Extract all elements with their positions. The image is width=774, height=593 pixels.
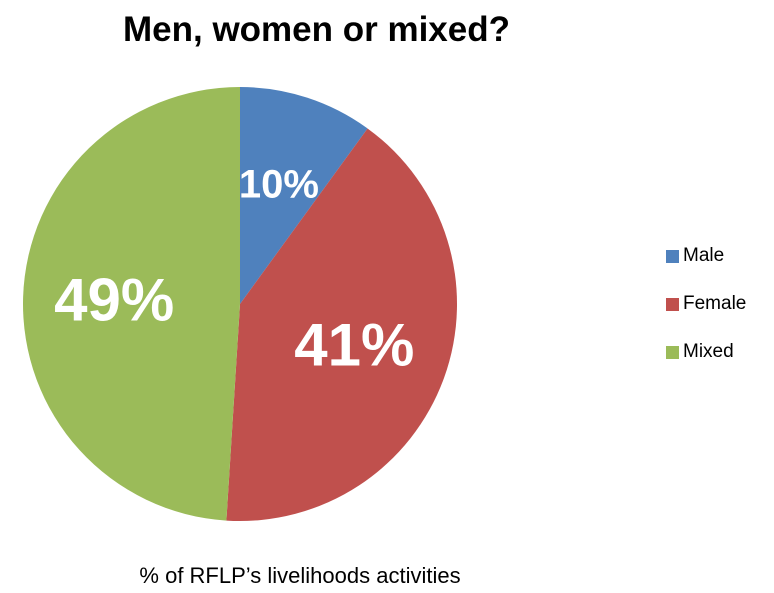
data-label-male: 10% [239,162,319,206]
legend-item-mixed: Mixed [666,340,746,364]
legend-swatch [666,346,679,359]
legend: Male Female Mixed [666,244,746,388]
data-label-female: 41% [294,312,414,379]
legend-item-male: Male [666,244,746,268]
legend-label: Mixed [683,341,734,363]
data-label-mixed: 49% [54,267,174,334]
legend-label: Male [683,245,724,267]
chart-subtitle: % of RFLP’s livelihoods activities [0,563,600,589]
legend-swatch [666,298,679,311]
legend-swatch [666,250,679,263]
legend-label: Female [683,293,746,315]
legend-item-female: Female [666,292,746,316]
